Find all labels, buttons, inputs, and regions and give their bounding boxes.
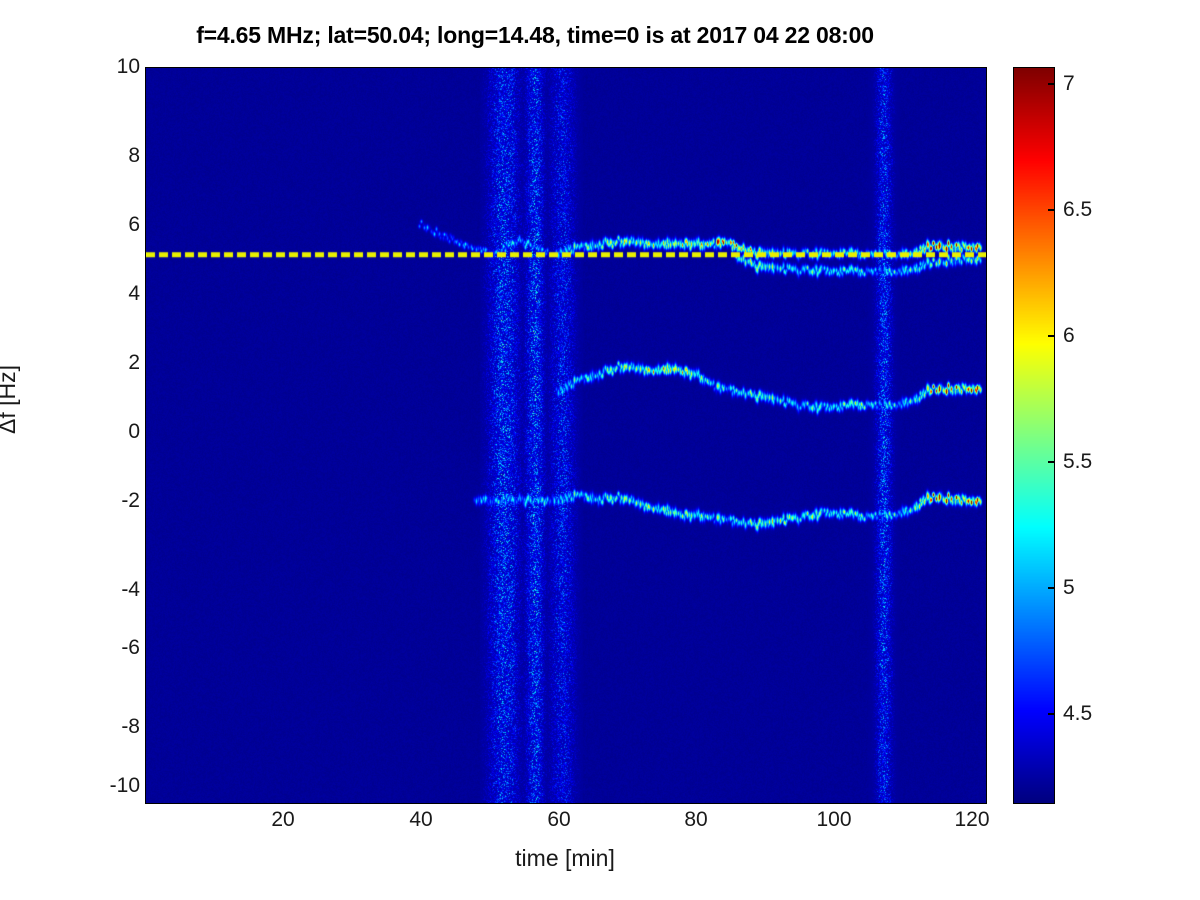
y-tick-label: 2 (128, 351, 140, 374)
x-tick-label: 80 (684, 808, 708, 831)
spectrogram-image (146, 68, 986, 803)
y-tick-label: 4 (128, 282, 140, 305)
colorbar-tick-label: 5 (1063, 576, 1075, 599)
colorbar-tick-mark (1048, 209, 1055, 211)
colorbar-tick-mark (1048, 587, 1055, 589)
chart-title: f=4.65 MHz; lat=50.04; long=14.48, time=… (196, 22, 874, 48)
y-tick-label: 8 (128, 144, 140, 167)
x-tick-label: 120 (954, 808, 990, 831)
x-tick-label: 60 (547, 808, 571, 831)
colorbar-tick-label: 7 (1063, 72, 1075, 95)
colorbar-gradient (1014, 68, 1054, 803)
colorbar-tick-label: 6.5 (1063, 198, 1093, 221)
y-axis-label: Δf [Hz] (0, 364, 20, 434)
colorbar-tick-mark (1048, 713, 1055, 715)
colorbar-tick-label: 6 (1063, 324, 1075, 347)
colorbar[interactable] (1013, 67, 1055, 804)
colorbar-tick-mark (1048, 83, 1055, 85)
x-axis-label: time [min] (515, 845, 615, 871)
x-tick-label: 100 (816, 808, 852, 831)
colorbar-tick-label: 4.5 (1063, 702, 1093, 725)
y-tick-label: 10 (116, 55, 140, 78)
x-tick-label: 40 (409, 808, 433, 831)
y-tick-label: -4 (121, 578, 140, 601)
colorbar-tick-mark (1048, 335, 1055, 337)
y-tick-label: -2 (121, 489, 140, 512)
y-tick-label: -6 (121, 636, 140, 659)
colorbar-tick-label: 5.5 (1063, 450, 1093, 473)
y-tick-label: 0 (128, 420, 140, 443)
spectrogram-plot-area[interactable] (145, 67, 987, 804)
y-tick-label: 6 (128, 213, 140, 236)
y-tick-label: -8 (121, 715, 140, 738)
y-tick-label: -10 (109, 774, 140, 797)
x-tick-label: 20 (271, 808, 295, 831)
colorbar-tick-mark (1048, 461, 1055, 463)
